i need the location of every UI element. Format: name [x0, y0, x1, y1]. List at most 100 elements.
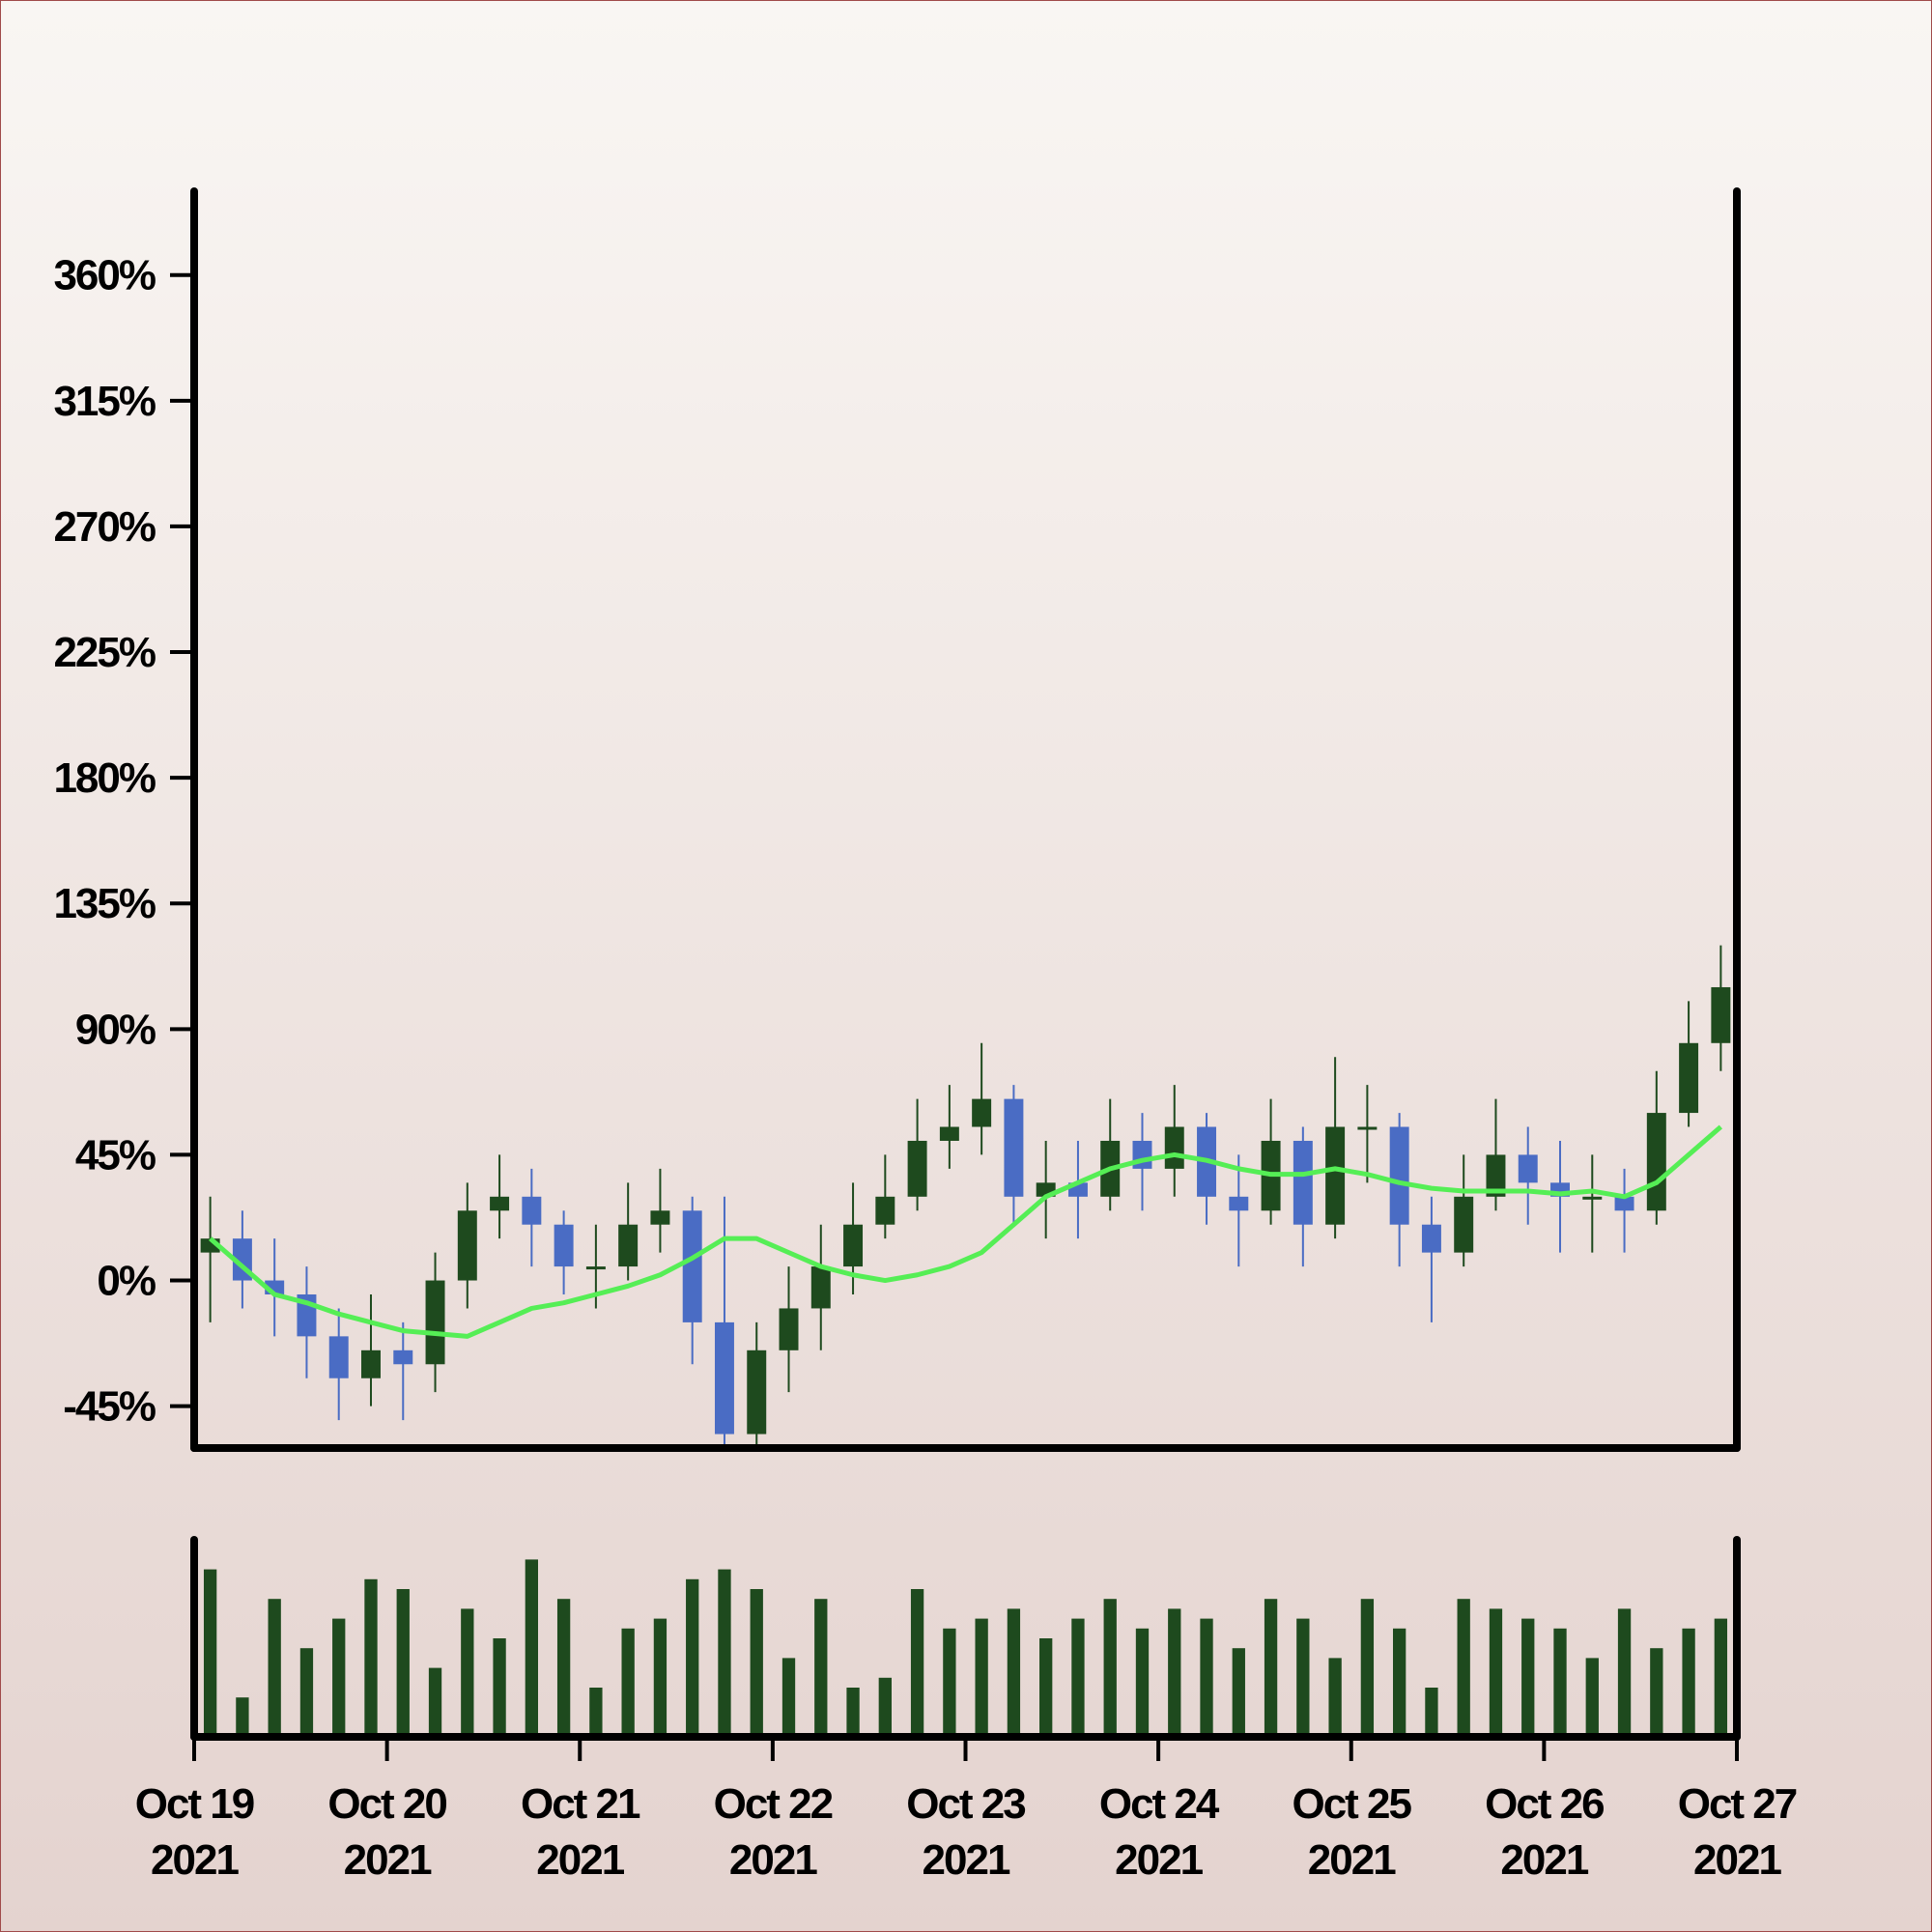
- volume-bar: [1553, 1628, 1567, 1737]
- candle-body: [907, 1140, 927, 1197]
- candle-body: [618, 1224, 639, 1267]
- candle-body: [425, 1280, 445, 1365]
- volume-bar: [1521, 1618, 1535, 1737]
- candle-body: [1486, 1154, 1506, 1197]
- candle-body: [585, 1266, 606, 1270]
- x-tick-label-line: 2021: [1500, 1836, 1588, 1884]
- volume-bar: [556, 1599, 571, 1737]
- x-tick-label-line: 2021: [344, 1836, 432, 1884]
- y-tick-label: 45%: [75, 1131, 156, 1179]
- candle-body: [1389, 1126, 1409, 1225]
- candle-body: [361, 1350, 381, 1378]
- volume-bar: [1714, 1618, 1728, 1737]
- volume-bar: [589, 1688, 603, 1737]
- volume-bar: [299, 1648, 314, 1737]
- volume-bar: [750, 1589, 763, 1737]
- volume-bar: [781, 1658, 796, 1737]
- volume-bar: [653, 1618, 668, 1737]
- candle-body: [972, 1098, 992, 1127]
- volume-bar: [878, 1677, 892, 1737]
- y-tick-label: 135%: [53, 880, 155, 927]
- y-tick-label: 270%: [53, 503, 155, 551]
- y-tick-label: 315%: [53, 378, 155, 425]
- volume-bar: [686, 1578, 699, 1737]
- volume-bar: [525, 1559, 538, 1737]
- x-tick-label-line: 2021: [729, 1836, 817, 1884]
- x-tick-label-line: Oct 25: [1292, 1780, 1411, 1828]
- volume-bar: [943, 1628, 956, 1737]
- x-tick-label-line: Oct 22: [714, 1780, 833, 1828]
- x-tick-label: Oct 19 2021: [135, 1780, 254, 1884]
- candle-body: [1711, 986, 1731, 1043]
- x-tick-label: Oct 27 2021: [1678, 1780, 1797, 1884]
- candle-body: [328, 1336, 349, 1378]
- candle-body: [554, 1224, 574, 1267]
- candle-body: [875, 1196, 895, 1225]
- candle-body: [682, 1210, 702, 1322]
- x-tick-label-line: 2021: [923, 1836, 1010, 1884]
- volume-bar: [203, 1569, 217, 1737]
- candle-body: [939, 1126, 959, 1141]
- y-tick-label: -45%: [63, 1383, 156, 1431]
- candle-body: [1582, 1196, 1603, 1200]
- candle-body: [522, 1196, 542, 1225]
- volume-bar: [1007, 1608, 1021, 1737]
- volume-bar: [268, 1599, 281, 1737]
- candle-body: [843, 1224, 864, 1267]
- x-tick-label-line: Oct 20: [327, 1780, 446, 1828]
- volume-bar: [428, 1667, 442, 1737]
- y-tick-label: 360%: [53, 252, 155, 299]
- volume-bar: [621, 1628, 635, 1737]
- volume-bar: [332, 1618, 346, 1737]
- volume-bar: [1457, 1599, 1470, 1737]
- x-tick-label: Oct 22 2021: [714, 1780, 833, 1884]
- candle-body: [1325, 1126, 1346, 1225]
- y-tick-label: 180%: [53, 754, 155, 802]
- x-tick-label-line: Oct 24: [1099, 1780, 1220, 1828]
- x-tick-label-line: 2021: [536, 1836, 624, 1884]
- x-tick-label: Oct 24 2021: [1099, 1780, 1220, 1884]
- volume-bar: [1200, 1618, 1213, 1737]
- volume-bar: [1232, 1648, 1245, 1737]
- candle-body: [650, 1210, 670, 1225]
- candle-body: [1454, 1196, 1474, 1253]
- candle-body: [1518, 1154, 1538, 1183]
- candle-body: [747, 1350, 767, 1435]
- candle-body: [1357, 1126, 1378, 1130]
- volume-bar: [1360, 1599, 1375, 1737]
- volume-bar: [236, 1697, 249, 1737]
- volume-bar: [1425, 1688, 1438, 1737]
- x-tick-label-line: 2021: [1693, 1836, 1781, 1884]
- volume-bar: [1135, 1628, 1150, 1737]
- x-tick-label: Oct 23 2021: [906, 1780, 1025, 1884]
- x-tick-label-line: 2021: [1308, 1836, 1396, 1884]
- volume-bar: [910, 1589, 924, 1737]
- volume-bar: [1296, 1618, 1310, 1737]
- x-tick-label: Oct 25 2021: [1292, 1780, 1411, 1884]
- y-tick-label: 90%: [75, 1006, 156, 1053]
- x-tick-label-line: 2021: [151, 1836, 239, 1884]
- candle-body: [490, 1196, 510, 1211]
- volume-bar: [1103, 1599, 1117, 1737]
- x-tick-label-line: Oct 23: [906, 1780, 1025, 1828]
- volume-bar: [1585, 1658, 1599, 1737]
- candle-body: [779, 1308, 799, 1350]
- candle-body: [1421, 1224, 1441, 1253]
- x-tick-label: Oct 26 2021: [1485, 1780, 1604, 1884]
- y-tick-label: 225%: [53, 629, 155, 676]
- candle-body: [1293, 1140, 1313, 1225]
- volume-bar: [396, 1589, 410, 1737]
- candle-body: [1679, 1042, 1699, 1114]
- candle-body: [457, 1210, 477, 1281]
- volume-bar: [1039, 1638, 1053, 1737]
- x-tick-label: Oct 21 2021: [521, 1780, 640, 1884]
- volume-bar: [1264, 1599, 1278, 1737]
- x-tick-label-line: Oct 26: [1485, 1780, 1604, 1828]
- volume-bar: [814, 1599, 828, 1737]
- candle-body: [1004, 1098, 1024, 1197]
- volume-bar: [1489, 1608, 1503, 1737]
- volume-bar: [1328, 1658, 1342, 1737]
